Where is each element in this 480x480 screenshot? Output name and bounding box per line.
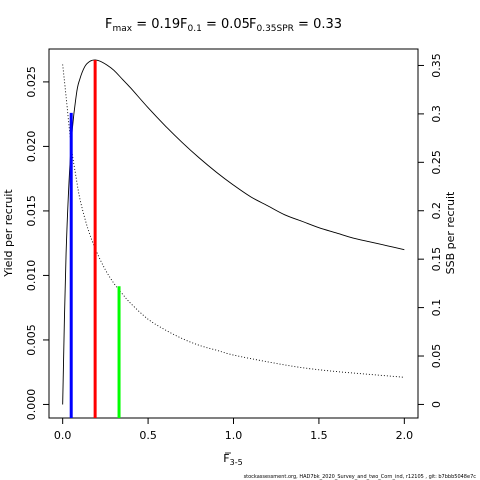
plot-frame	[48, 48, 419, 419]
y-left-tick-label-0: 0.000	[25, 389, 38, 421]
x-tick-label-3: 1.5	[310, 429, 328, 442]
title-f01: F0.1 = 0.05	[180, 17, 250, 34]
y-left-tick-label-1: 0.005	[25, 324, 38, 356]
reference-lines	[69, 59, 121, 418]
y-right-tick-label-2: 0.1	[430, 299, 443, 317]
y-axis-right-title: SSB per recruit	[444, 191, 457, 274]
x-tick-label-0: 0.0	[54, 429, 72, 442]
y-left-tick-label-4: 0.020	[25, 131, 38, 163]
y-right-tick-label-3: 0.15	[430, 247, 443, 272]
axes: 0.0 0.5 1.0 1.5 2.0 0.000 0.005 0.010 0.015 0.020…	[25, 53, 443, 442]
y-left-tick-label-3: 0.015	[25, 195, 38, 227]
x-tick-label-2: 1.0	[225, 429, 243, 442]
title-fmax: Fmax = 0.19	[105, 17, 180, 34]
ssb-per-recruit-line	[62, 64, 405, 378]
y-right-tick-label-0: 0	[430, 401, 443, 408]
y-right-tick-label-6: 0.3	[430, 105, 443, 123]
y-left-tick-label-2: 0.010	[25, 260, 38, 292]
y-axis-left-title: Yield per recruit	[2, 189, 15, 278]
title-f035spr: F0.35SPR = 0.33	[249, 17, 342, 34]
x-axis-title: F3-5	[223, 452, 242, 467]
y-right-tick-label-4: 0.2	[430, 202, 443, 220]
y-right-tick-label-7: 0.35	[430, 53, 443, 78]
y-right-tick-label-5: 0.25	[430, 150, 443, 175]
footer-note: stockassessment.org, HAD7bk_2020_Survey_…	[244, 474, 477, 480]
x-tick-label-4: 2.0	[396, 429, 414, 442]
series-layer	[62, 59, 405, 405]
x-tick-label-1: 0.5	[139, 429, 157, 442]
y-right-tick-label-1: 0.05	[430, 344, 443, 369]
yield-per-recruit-line	[62, 59, 405, 405]
y-left-tick-label-5: 0.025	[25, 66, 38, 98]
